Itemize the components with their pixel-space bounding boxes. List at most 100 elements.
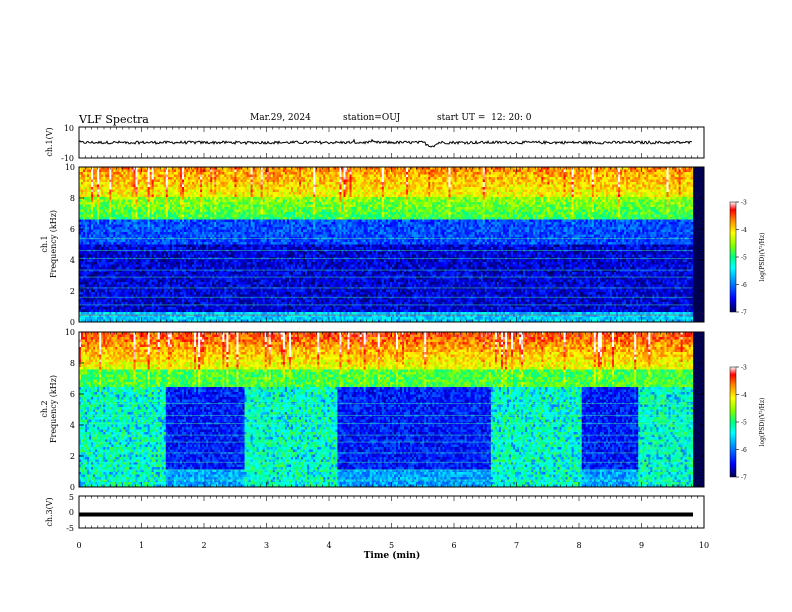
spectrogram-cell (91, 227, 94, 230)
spectrogram-cell (93, 242, 96, 245)
spectrogram-cell (97, 319, 100, 323)
spectrogram-cell (107, 272, 110, 275)
spectrogram-cell (87, 309, 90, 313)
spectrogram-cell (111, 317, 114, 320)
spectrogram-cell (107, 227, 110, 230)
spectrogram-cell (93, 259, 96, 263)
spectrogram-cell (101, 264, 104, 268)
spectrogram-cell (79, 187, 82, 190)
spectrogram-cell (93, 277, 96, 280)
spectrogram-cell (129, 294, 132, 298)
spectrogram-cell (117, 174, 120, 178)
spectrogram-cell (99, 194, 102, 198)
spectrogram-cell (89, 207, 92, 210)
spectrogram-cell (131, 219, 134, 223)
spectrogram-cell (95, 167, 98, 170)
spectrogram-cell (91, 197, 94, 200)
spectrogram-cell (121, 179, 124, 183)
spectrogram-cell (131, 182, 134, 185)
spectrogram-cell (119, 264, 122, 268)
spectrogram-cell (95, 299, 98, 303)
spectrogram-cell (127, 312, 130, 315)
spectrogram-cell (109, 264, 112, 268)
spectrogram-cell (133, 169, 136, 173)
spectrogram-cell (113, 197, 116, 200)
spectrogram-cell (121, 264, 124, 268)
spectrogram-cell (115, 309, 118, 313)
spectrogram-cell (119, 214, 122, 218)
spectrogram-cell (97, 317, 100, 320)
spectrogram-cell (83, 287, 86, 290)
spectrogram-cell (125, 184, 128, 188)
spectrogram-cell (123, 274, 126, 278)
spectrogram-cell (85, 259, 88, 263)
spectrogram-cell (99, 192, 102, 195)
spectrogram-cell (133, 269, 136, 273)
spectrogram-cell (113, 272, 116, 275)
spectrogram-cell (111, 212, 114, 215)
spectrogram-cell (89, 224, 92, 228)
spectrogram-cell (109, 247, 112, 250)
spectrogram-cell (83, 267, 86, 270)
spectrogram-cell (103, 314, 106, 318)
spectrogram-cell (127, 187, 130, 190)
spectrogram-cell (111, 284, 114, 288)
spectrogram-cell (89, 279, 92, 283)
spectrogram-cell (127, 262, 130, 265)
spectrogram-cell (119, 222, 122, 225)
spectrogram-cell (99, 262, 102, 265)
figure-title: VLF Spectra (79, 113, 149, 126)
spectrogram-cell (115, 267, 118, 270)
spectrogram-cell (89, 287, 92, 290)
spectrogram-cell (115, 222, 118, 225)
spectrogram-cell (97, 192, 100, 195)
spectrogram-cell (119, 167, 122, 170)
spectrogram-cell (131, 289, 134, 293)
spectrogram-cell (89, 227, 92, 230)
spectrogram-cell (101, 282, 104, 285)
spectrogram-cell (105, 274, 108, 278)
spectrogram-cell (107, 229, 110, 233)
spectrogram-cell (121, 292, 124, 295)
spectrogram-cell (95, 232, 98, 235)
spectrogram-cell (125, 227, 128, 230)
spectrogram-cell (127, 222, 130, 225)
spectrogram-cell (79, 314, 82, 318)
spectrogram-cell (125, 177, 128, 180)
spectrogram-cell (105, 287, 108, 290)
spectrogram-cell (83, 262, 86, 265)
spectrogram-cell (117, 254, 120, 258)
spectrogram-cell (115, 239, 118, 243)
spectrogram-cell (127, 247, 130, 250)
spectrogram-cell (79, 284, 82, 288)
spectrogram-cell (131, 242, 134, 245)
spectrogram-cell (87, 232, 90, 235)
spectrogram-cell (107, 312, 110, 315)
spectrogram-cell (127, 232, 130, 235)
spectrogram-cell (115, 202, 118, 205)
spectrogram-cell (99, 184, 102, 188)
spectrogram-cell (91, 222, 94, 225)
spectrogram-cell (125, 204, 128, 208)
spectrogram-cell (115, 219, 118, 223)
spectrogram-cell (109, 229, 112, 233)
spectrogram-cell (115, 209, 118, 213)
spectrogram-cell (83, 202, 86, 205)
spectrogram-cell (83, 222, 86, 225)
spectrogram-cell (83, 217, 86, 220)
spectrogram-cell (107, 259, 110, 263)
spectrogram-cell (111, 234, 114, 238)
spectrogram-cell (119, 224, 122, 228)
spectrogram-cell (105, 227, 108, 230)
spectrogram-cell (93, 179, 96, 183)
spectrogram-cell (131, 239, 134, 243)
spectrogram-cell (85, 267, 88, 270)
spectrogram-cell (81, 187, 84, 190)
spectrogram-cell (133, 167, 136, 170)
spectrogram-cell (95, 204, 98, 208)
spectrogram-cell (111, 297, 114, 300)
spectrogram-cell (119, 309, 122, 313)
spectrogram-cell (123, 182, 126, 185)
spectrogram-cell (111, 182, 114, 185)
spectrogram-cell (131, 314, 134, 318)
